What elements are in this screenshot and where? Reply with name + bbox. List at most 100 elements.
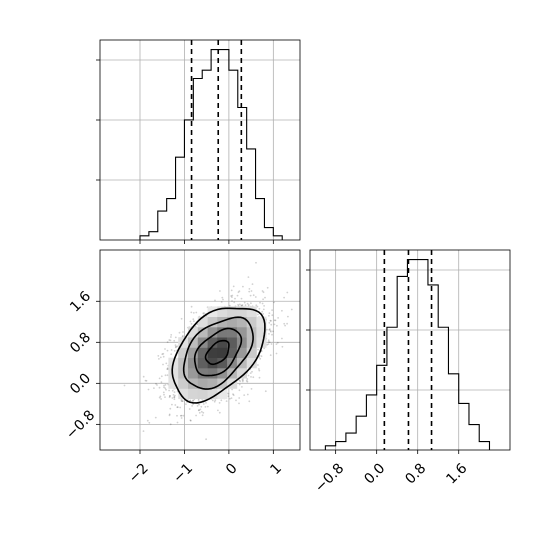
- scatter-point: [196, 323, 199, 326]
- scatter-point: [213, 400, 216, 403]
- scatter-point: [179, 406, 182, 409]
- density-cell: [178, 378, 189, 389]
- scatter-point: [202, 411, 205, 414]
- density-cell: [246, 306, 257, 317]
- density-cell: [188, 326, 199, 338]
- density-contours: [171, 307, 266, 404]
- scatter-point: [157, 355, 160, 357]
- scatter-point: [269, 354, 272, 356]
- scatter-point: [164, 387, 167, 390]
- scatter-point: [267, 341, 270, 343]
- h1-xlabel-0: −0.8: [312, 460, 347, 495]
- density-cell: [197, 326, 208, 338]
- scatter-point: [142, 375, 145, 378]
- scatter-point: [168, 389, 171, 392]
- scatter-point: [176, 345, 179, 348]
- scatter-point: [161, 353, 164, 356]
- density-cell: [217, 388, 228, 400]
- scatter-point: [257, 348, 259, 351]
- scatter-point: [231, 300, 233, 302]
- density-cell: [207, 337, 218, 348]
- scatter-point: [270, 330, 272, 333]
- scatter-point: [181, 457, 183, 459]
- scatter-point: [217, 409, 219, 412]
- scatter-point: [166, 341, 169, 343]
- scatter-point: [178, 331, 181, 334]
- density-cell: [227, 306, 238, 317]
- scatter-point: [241, 304, 244, 306]
- scatter-point: [164, 384, 167, 386]
- scatter-point: [250, 376, 252, 378]
- scatter-point: [232, 285, 235, 288]
- scatter-point: [173, 396, 176, 398]
- scatter-point: [233, 301, 236, 304]
- scatter-point: [219, 290, 221, 292]
- scatter-point: [234, 297, 236, 300]
- scatter-point: [160, 381, 163, 384]
- scatter-point: [246, 302, 249, 305]
- scatter-point: [276, 341, 279, 344]
- scatter-point: [171, 397, 174, 399]
- density-frame: [99, 249, 301, 451]
- scatter-point: [268, 322, 271, 324]
- scatter-point: [258, 376, 261, 379]
- scatter-point: [266, 286, 269, 289]
- scatter-point: [164, 374, 167, 377]
- scatter-point: [248, 288, 251, 290]
- scatter-point: [249, 294, 252, 297]
- scatter-point: [252, 294, 255, 297]
- scatter-point: [206, 405, 209, 408]
- scatter-point: [245, 379, 248, 382]
- scatter-point: [177, 406, 179, 408]
- scatter-point: [225, 400, 228, 402]
- scatter-point: [175, 345, 177, 348]
- scatter-point: [169, 395, 172, 397]
- scatter-point: [158, 377, 161, 380]
- scatter-point: [231, 294, 234, 297]
- scatter-point: [195, 414, 198, 417]
- scatter-point: [247, 304, 250, 306]
- scatter-point: [220, 301, 223, 303]
- scatter-point: [163, 384, 165, 387]
- density-cell: [236, 367, 247, 379]
- scatter-point: [192, 318, 195, 321]
- scatter-point: [176, 421, 179, 424]
- scatter-point: [211, 399, 214, 402]
- scatter-point: [180, 317, 183, 320]
- scatter-point: [283, 322, 286, 325]
- scatter-point: [153, 387, 155, 389]
- density-cell: [217, 347, 228, 358]
- scatter-point: [251, 370, 253, 373]
- scatter-point: [194, 325, 197, 328]
- scatter-point: [266, 343, 268, 346]
- histogram-1-x-tick-labels: −0.8 0.0 0.8 1.6: [312, 460, 470, 495]
- histogram-panel-param-1: −0.8 0.0 0.8 1.6: [306, 249, 511, 496]
- density-cell: [246, 357, 257, 369]
- scatter-point: [241, 304, 243, 307]
- scatter-point: [257, 364, 259, 366]
- scatter-point: [158, 396, 161, 399]
- scatter-point: [268, 328, 271, 330]
- scatter-point: [268, 333, 270, 335]
- scatter-point: [222, 298, 224, 301]
- scatter-point: [286, 322, 288, 325]
- scatter-point: [218, 411, 221, 414]
- scatter-point: [268, 341, 271, 344]
- scatter-point: [268, 312, 271, 315]
- density-cell: [178, 388, 189, 400]
- density-cell: [188, 337, 199, 348]
- scatter-point: [256, 305, 259, 308]
- scatter-point: [192, 400, 194, 402]
- scatter-point: [168, 413, 171, 416]
- scatter-point: [271, 333, 273, 336]
- h1-xlabel-1: 0.0: [361, 460, 388, 487]
- scatter-point: [182, 414, 185, 417]
- scatter-point: [261, 310, 264, 313]
- density-cell: [197, 367, 208, 379]
- scatter-point: [238, 389, 241, 392]
- scatter-point: [231, 296, 233, 298]
- scatter-point: [268, 314, 270, 317]
- density-cell: [207, 347, 218, 358]
- scatter-point: [181, 400, 184, 402]
